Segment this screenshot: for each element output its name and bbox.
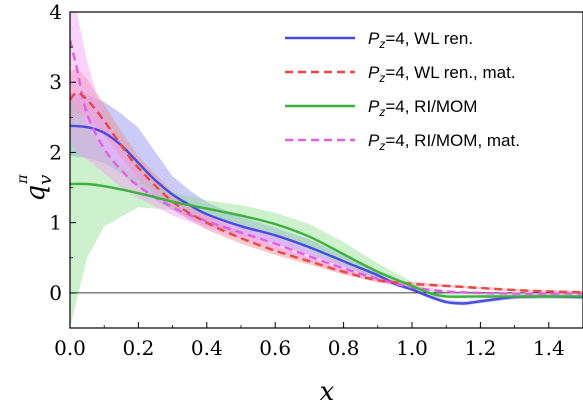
legend: Pz=4, WL ren. Pz=4, WL ren., mat. Pz=4, RI… [285, 29, 520, 153]
x-tick-label-0: 0.0 [54, 336, 86, 360]
y-axis-title-main: q [21, 185, 51, 202]
series-lines [70, 39, 583, 305]
y-tick-label-3: 3 [49, 70, 62, 94]
axis-ticks [69, 11, 583, 329]
x-tick-label-1: 0.2 [122, 336, 154, 360]
series-line-3 [70, 182, 583, 298]
x-tick-label-2: 0.4 [191, 336, 223, 360]
x-axis-title: x [320, 377, 335, 407]
svg-text:qvπ: qvπ [15, 174, 56, 202]
tick-labels: 0.0 0.2 0.4 0.6 0.8 1.0 1.2 1.4 0 1 2 3 4 [49, 0, 564, 360]
series-line-4 [70, 39, 583, 295]
legend-label-3: Pz=4, RI/MOM [368, 97, 477, 119]
error-band-4 [70, 12, 583, 295]
plot-frame [69, 11, 583, 329]
y-axis-title: qvπ [15, 174, 56, 202]
series-line-1 [70, 124, 583, 305]
x-tick-label-7: 1.4 [533, 336, 565, 360]
legend-label-2: Pz=4, WL ren., mat. [368, 63, 516, 85]
x-tick-label-5: 1.0 [396, 336, 428, 360]
y-axis-title-sup: π [15, 174, 31, 185]
error-bands [70, 12, 583, 328]
y-tick-label-0: 0 [49, 281, 62, 305]
y-tick-label-2: 2 [49, 140, 62, 164]
legend-label-1: Pz=4, WL ren. [368, 29, 473, 51]
x-tick-label-4: 0.8 [328, 336, 360, 360]
x-tick-label-3: 0.6 [259, 336, 291, 360]
y-tick-label-1: 1 [49, 211, 62, 235]
y-tick-label-4: 4 [49, 0, 62, 24]
y-axis-title-sub: v [35, 175, 56, 185]
error-band-1 [70, 92, 583, 306]
x-tick-label-6: 1.2 [464, 336, 496, 360]
legend-label-4: Pz=4, RI/MOM, mat. [368, 131, 520, 153]
